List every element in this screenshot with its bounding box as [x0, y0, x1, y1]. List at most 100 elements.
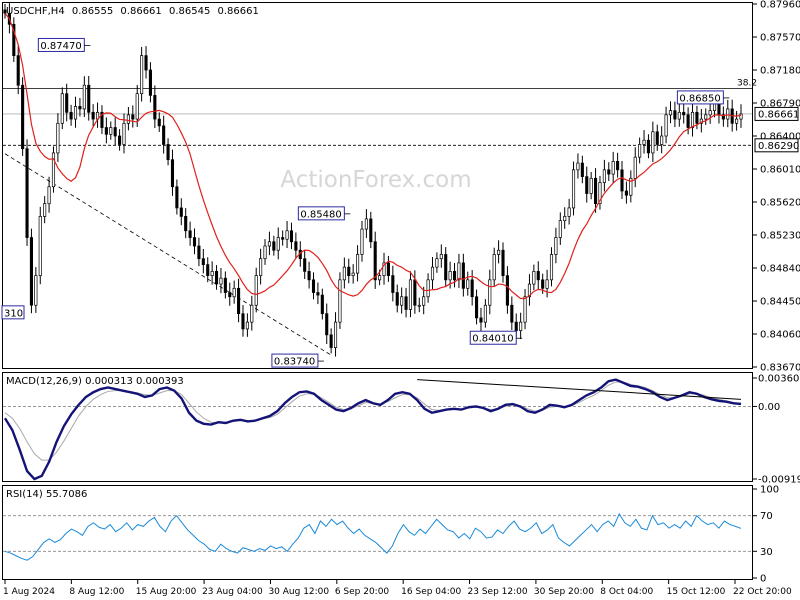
candle-body: [12, 23, 16, 56]
candle-body: [545, 279, 549, 289]
rsi-tick-label: 100: [760, 485, 779, 496]
candle-body: [373, 241, 377, 281]
macd-tick-label: 0.00: [758, 402, 780, 413]
candle-body: [118, 135, 122, 145]
price-tick-label: 0.84060: [760, 330, 800, 341]
price-tick-label: 0.86790: [760, 99, 800, 110]
macd-axis: 0.003603 0.00 -0.009198: [753, 374, 800, 486]
candle-body: [122, 122, 126, 145]
annotation-box: [469, 330, 517, 345]
candle-body: [162, 125, 166, 145]
price-tick-label: 0.87570: [760, 33, 800, 44]
price-tick-label: 0.85620: [760, 198, 800, 209]
price-tag-label: 0.86290: [758, 141, 799, 152]
annotation-label: 0.85480: [300, 209, 341, 220]
candle-body: [602, 169, 606, 183]
macd-tick-label: -0.009198: [758, 475, 800, 486]
time-tick-label: 22 Oct 20:00: [733, 587, 792, 597]
candle-body: [633, 156, 637, 179]
rsi-tick-label: 70: [760, 511, 773, 522]
candle-body: [342, 266, 346, 281]
candle-body: [82, 84, 86, 110]
candle-body: [228, 292, 232, 298]
time-tick-label: 15 Aug 20:00: [136, 587, 197, 597]
candle-body: [536, 271, 540, 281]
candle-body: [461, 262, 465, 289]
price-tag-box: [754, 138, 799, 153]
candle-body: [316, 292, 320, 296]
candle-body: [60, 93, 64, 124]
candle-body: [475, 296, 479, 319]
candle-body: [56, 122, 60, 154]
rsi-line: [4, 512, 742, 561]
candle-body: [549, 254, 554, 281]
rsi-tick-label: 30: [760, 547, 773, 558]
candle-body: [479, 317, 483, 323]
fib-level-label: 38.2: [737, 79, 757, 89]
candle-body: [219, 277, 223, 285]
rsi-lines: [3, 512, 752, 561]
candle-body: [281, 237, 285, 240]
candle-body: [629, 177, 633, 196]
candle-body: [113, 127, 117, 137]
candle-body: [541, 279, 545, 289]
annotation-box: [676, 90, 724, 105]
candle-body: [638, 144, 642, 158]
candle-body: [422, 296, 426, 306]
candle-body: [378, 275, 382, 281]
candle-body: [153, 95, 157, 120]
candle-body: [254, 275, 258, 306]
candle-body: [360, 228, 364, 255]
candle-body: [466, 279, 470, 289]
candle-body: [532, 271, 536, 285]
candle-body: [179, 207, 183, 217]
candle-body: [563, 216, 567, 221]
candle-body: [347, 266, 351, 276]
candle-body: [34, 275, 38, 306]
candle-body: [682, 111, 686, 116]
time-tick-label: 8 Oct 04:00: [600, 587, 653, 597]
candle-body: [721, 114, 725, 120]
candle-body: [369, 218, 373, 243]
candle-body: [144, 55, 148, 71]
candle-body: [232, 287, 236, 298]
annotation-label: 0.87470: [40, 41, 81, 52]
candle-body: [585, 176, 589, 194]
annotation-label: 0.83740: [274, 357, 315, 368]
candle-body: [708, 110, 712, 116]
candle-body: [356, 254, 360, 274]
rsi-axis: 100 70 30 0: [753, 485, 779, 585]
candle-body: [400, 296, 404, 306]
candle-body: [131, 114, 135, 120]
candle-body: [655, 131, 659, 145]
candle-body: [726, 108, 730, 120]
candle-body: [616, 161, 620, 171]
time-tick-label: 23 Aug 04:00: [202, 587, 263, 597]
candle-body: [457, 262, 461, 281]
candle-body: [554, 237, 558, 255]
candle-body: [695, 111, 699, 124]
time-tick-label: 23 Sep 12:00: [468, 587, 528, 597]
candle-body: [571, 169, 576, 209]
candle-body: [100, 111, 104, 128]
candle-body: [483, 304, 487, 323]
price-annotations: 0.87470 0.85480 0.83740 0.84010 0.86850 310: [1, 37, 730, 368]
price-title: USDCHF,H4 0.86555 0.86661 0.86545 0.8666…: [6, 6, 259, 17]
price-panel: [2, 2, 753, 369]
candle-body: [686, 114, 690, 128]
candle-body: [333, 321, 338, 348]
annotation-box: [297, 206, 345, 221]
candle-body: [201, 258, 205, 265]
annotation-box: [1, 305, 25, 320]
candle-body: [135, 93, 139, 120]
candle-body: [214, 271, 219, 285]
price-tick-label: 0.85230: [760, 231, 800, 242]
candle-body: [739, 113, 743, 120]
candle-body: [351, 272, 355, 276]
macd-tick-label: 0.003603: [758, 374, 800, 385]
macd-line: [3, 378, 742, 481]
annotation-label: 0.84010: [472, 334, 513, 345]
candle-body: [567, 207, 571, 217]
candle-body: [294, 241, 298, 251]
